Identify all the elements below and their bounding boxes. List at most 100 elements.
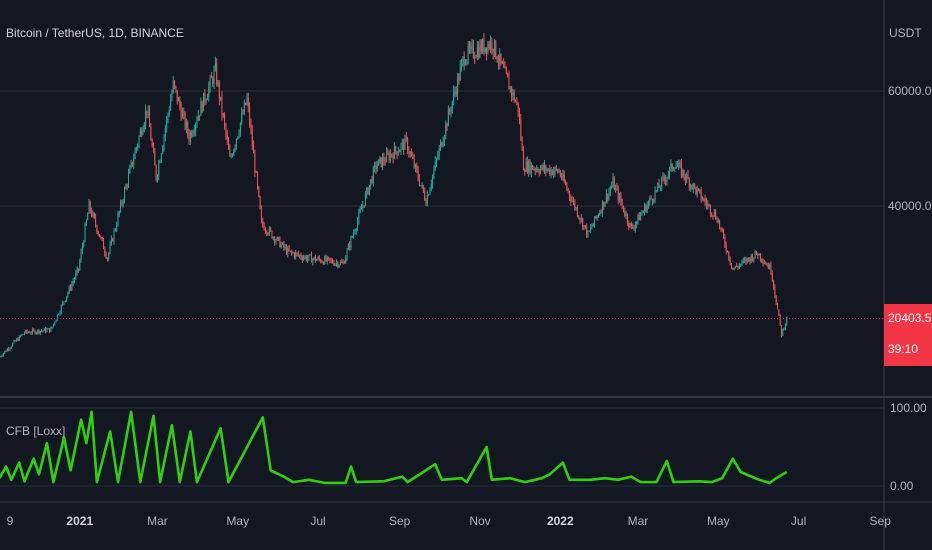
candle-body (389, 154, 391, 161)
candle-body (230, 155, 232, 157)
candle-body (224, 115, 226, 125)
candle-body (221, 96, 223, 115)
candle-body (748, 257, 750, 259)
candle-body (451, 101, 453, 111)
candle-body (512, 91, 514, 96)
candle-body (666, 177, 668, 182)
candle-body (782, 328, 784, 336)
candle-body (711, 213, 713, 216)
candle-body (350, 237, 352, 248)
candle-body (330, 260, 332, 262)
candle-body (736, 265, 738, 267)
candle-body (499, 53, 501, 63)
candle-body (116, 225, 118, 230)
candle-body (242, 113, 244, 115)
candle-body (29, 332, 31, 334)
candle-body (584, 225, 586, 227)
candle-body (130, 161, 132, 168)
candle-body (487, 43, 489, 54)
candle-body (150, 126, 152, 141)
candle-body (217, 82, 219, 85)
candle-body (533, 168, 535, 170)
candle-body (636, 221, 638, 225)
indicator-label[interactable]: CFB [Loxx] (6, 424, 66, 438)
candle-body (95, 217, 97, 226)
candle-body (312, 259, 314, 263)
candle-body (129, 167, 131, 174)
candle-body (62, 302, 64, 306)
candle-body (0, 356, 2, 358)
candle-body (26, 330, 28, 333)
candle-body (529, 161, 531, 173)
candle-body (482, 39, 484, 52)
candle-body (160, 153, 162, 162)
candle-body (270, 228, 272, 231)
candle-body (81, 246, 83, 252)
candle-body (773, 280, 775, 288)
candle-body (428, 194, 430, 196)
symbol-title[interactable]: Bitcoin / TetherUS, 1D, BINANCE (6, 26, 184, 40)
candle-body (630, 223, 632, 227)
candle-body (490, 40, 492, 48)
candle-body (486, 47, 488, 54)
candle-body (109, 244, 111, 253)
candle-body (522, 148, 524, 171)
candle-body (189, 132, 191, 142)
candle-body (71, 283, 73, 290)
candle-body (359, 209, 361, 213)
candle-body (590, 227, 592, 231)
candle-body (540, 168, 542, 173)
candle-body (770, 264, 772, 273)
candle-body (13, 340, 15, 344)
candle-body (620, 195, 622, 203)
candle-body (175, 86, 177, 90)
candle-body (629, 223, 631, 227)
candle-body (18, 335, 20, 341)
candle-body (480, 43, 482, 52)
candle-body (386, 152, 388, 162)
candle-body (170, 100, 172, 111)
candle-body (434, 161, 436, 170)
candle-body (280, 244, 282, 248)
candle-body (137, 144, 139, 148)
candle-body (289, 250, 291, 252)
candle-body (615, 187, 617, 190)
candle-body (441, 142, 443, 147)
candle-body (546, 169, 548, 171)
candle-body (551, 169, 553, 175)
candle-body (695, 186, 697, 194)
candle-body (570, 196, 572, 202)
candle-body (438, 148, 440, 157)
candle-body (771, 272, 773, 281)
time-tick-label: Mar (147, 514, 168, 528)
candle-body (463, 57, 465, 65)
candle-body (461, 61, 463, 67)
candle-body (147, 111, 149, 114)
candle-body (33, 329, 35, 331)
time-tick-label: May (707, 514, 730, 528)
candle-body (313, 256, 315, 260)
candle-body (600, 212, 602, 214)
candle-body (51, 326, 53, 329)
candle-body (466, 59, 468, 64)
candle-body (719, 220, 721, 228)
candle-body (117, 214, 119, 226)
candle-body (228, 140, 230, 150)
candle-body (154, 151, 156, 166)
candle-body (603, 201, 605, 207)
candle-body (616, 187, 618, 189)
candle-body (80, 251, 82, 261)
indicator-tick-label: 0.00 (890, 479, 914, 493)
candle-body (142, 129, 144, 135)
candle-body (151, 140, 153, 146)
candle-body (671, 163, 673, 170)
candle-body (135, 147, 137, 151)
candle-body (774, 287, 776, 296)
candle-body (31, 329, 33, 333)
candle-body (209, 76, 211, 87)
candle-body (326, 257, 328, 262)
candle-body (553, 171, 555, 175)
candle-body (222, 114, 224, 116)
